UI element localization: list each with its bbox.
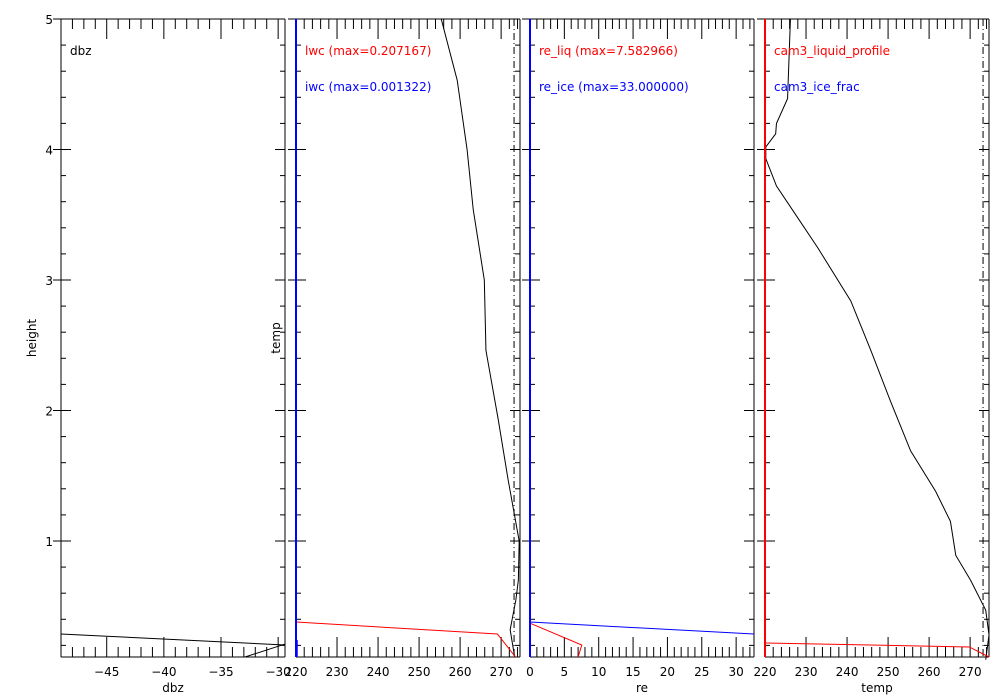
- x-tick-label: 220: [754, 665, 777, 679]
- y-tick-label: 2: [45, 404, 53, 418]
- x-tick-label: −30: [265, 665, 290, 679]
- x-tick-label: −35: [208, 665, 233, 679]
- x-tick-label: 30: [728, 665, 743, 679]
- x-tick-label: −40: [151, 665, 176, 679]
- legend-entry: dbz: [70, 44, 92, 58]
- x-tick-label: 240: [836, 665, 859, 679]
- x-tick-label: 240: [367, 665, 390, 679]
- legend-entry: lwc (max=0.207167): [305, 44, 431, 58]
- x-axis-label: temp: [861, 681, 892, 695]
- x-tick-label: 15: [625, 665, 640, 679]
- legend-entry: iwc (max=0.001322): [305, 80, 431, 94]
- y-tick-label: 3: [45, 274, 53, 288]
- series-profile: [765, 18, 990, 660]
- x-tick-label: 260: [449, 665, 472, 679]
- x-tick-label: 0: [526, 665, 534, 679]
- x-tick-label: 25: [694, 665, 709, 679]
- x-tick-label: 230: [795, 665, 818, 679]
- y-tick-label: 1: [45, 535, 53, 549]
- x-tick-label: 270: [959, 665, 982, 679]
- x-tick-label: −45: [94, 665, 119, 679]
- x-tick-label: 230: [326, 665, 349, 679]
- legend-entry: cam3_liquid_profile: [774, 44, 890, 58]
- legend-entry: re_ice (max=33.000000): [539, 80, 689, 94]
- series-re_ice: [529, 621, 755, 635]
- x-tick-label: 220: [285, 665, 308, 679]
- x-tick-label: 270: [490, 665, 513, 679]
- x-tick-label: 10: [591, 665, 606, 679]
- series-dbz: [60, 633, 286, 646]
- y-axis-label: height: [25, 319, 39, 358]
- series-temp: [440, 18, 520, 658]
- y-tick-label: 4: [45, 143, 53, 157]
- x-tick-label: 250: [877, 665, 900, 679]
- series-re_liq: [529, 622, 583, 658]
- x-tick-label: 20: [660, 665, 675, 679]
- x-axis-label: dbz: [162, 681, 184, 695]
- x-tick-label: 260: [918, 665, 941, 679]
- series-lwc: [295, 621, 516, 658]
- x-tick-label: 250: [408, 665, 431, 679]
- legend-entry: cam3_ice_frac: [774, 80, 860, 94]
- y-axis-label: temp: [269, 322, 283, 353]
- legend-entry: re_liq (max=7.582966): [539, 44, 678, 58]
- series-cam3_liquid_profile: [764, 642, 990, 658]
- y-tick-label: 5: [45, 13, 53, 27]
- x-tick-label: 5: [561, 665, 569, 679]
- x-axis-label: re: [636, 681, 648, 695]
- series-dbz-low: [244, 643, 286, 658]
